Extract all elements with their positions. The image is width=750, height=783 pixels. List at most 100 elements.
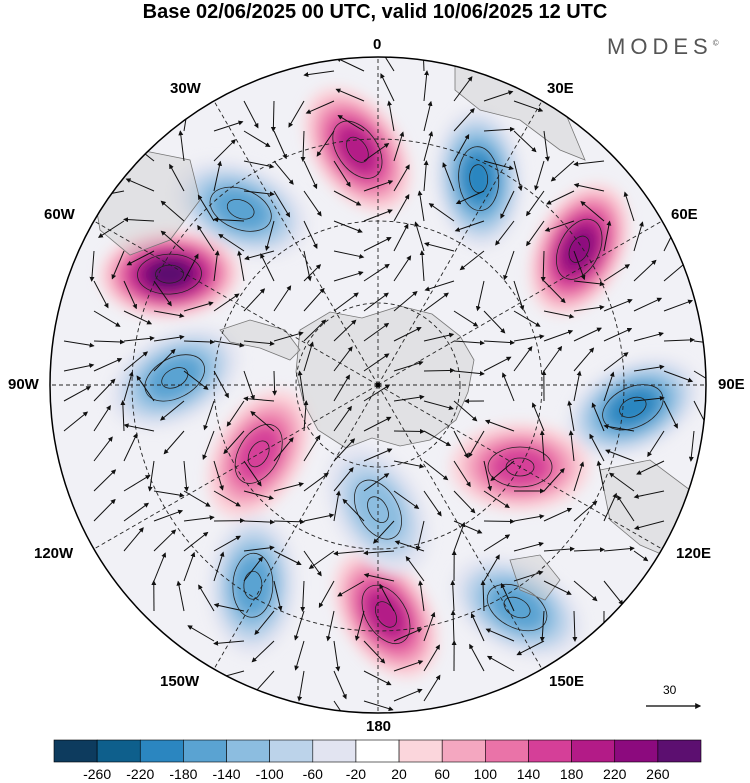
wind-arrow — [243, 460, 262, 487]
wind-arrow — [63, 411, 89, 432]
wind-arrow — [363, 700, 394, 712]
wind-arrow — [483, 356, 512, 372]
latitude-circle — [295, 302, 461, 468]
wind-arrow — [475, 280, 485, 312]
wind-arrow — [153, 348, 176, 372]
wind-arrow — [423, 100, 433, 132]
wind-vectors — [63, 57, 706, 713]
wind-arrow — [428, 203, 455, 222]
colorbar-swatch — [571, 739, 616, 763]
wind-arrow — [543, 130, 550, 162]
wind-arrow — [363, 353, 390, 372]
wind-arrow — [123, 432, 138, 462]
wind-arrow — [393, 360, 424, 372]
wind-arrow — [123, 217, 155, 223]
wind-arrow — [539, 610, 545, 642]
anomaly-contour — [233, 555, 273, 615]
wind-arrow — [424, 280, 455, 292]
colorbar-tick-label: 140 — [516, 766, 541, 782]
wind-arrow — [226, 400, 245, 427]
wind-arrow — [616, 495, 635, 522]
isoline — [458, 146, 500, 211]
wind-arrow — [543, 546, 575, 552]
modes-logo: MODES© — [607, 34, 719, 60]
wind-arrow — [223, 430, 245, 455]
wind-arrow — [213, 250, 220, 282]
wind-arrow — [453, 520, 483, 534]
wind-arrow — [213, 603, 245, 612]
wind-arrow — [93, 498, 116, 522]
wind-arrow — [363, 237, 392, 252]
wind-arrow — [270, 100, 276, 132]
wind-arrow — [202, 430, 215, 460]
colorbar-swatch — [226, 739, 270, 763]
wind-arrow — [273, 130, 287, 160]
wind-arrow — [93, 310, 121, 327]
wind-arrow — [333, 220, 363, 233]
wind-arrow — [483, 340, 515, 346]
wind-arrow — [153, 334, 185, 342]
wind-arrow — [603, 298, 633, 312]
wind-arrow — [303, 319, 327, 342]
wind-arrow — [237, 250, 245, 282]
wind-arrow — [294, 640, 305, 671]
wind-arrow — [93, 405, 111, 432]
wind-arrow — [486, 655, 515, 672]
wind-arrow — [591, 402, 605, 432]
wind-arrow — [363, 292, 389, 312]
wind-arrow — [483, 160, 514, 171]
wind-arrow — [63, 386, 92, 402]
colorbar-swatch — [183, 739, 227, 763]
wind-arrow — [543, 580, 572, 595]
wind-arrow — [453, 107, 475, 132]
wind-arrow — [93, 280, 109, 309]
wind-arrow — [305, 100, 335, 114]
wind-arrow — [596, 460, 605, 492]
wind-arrow — [500, 190, 515, 219]
wind-arrow — [243, 556, 264, 582]
wind-arrow — [333, 160, 351, 188]
colorbar-swatch — [485, 739, 529, 763]
wind-arrow — [483, 90, 514, 102]
wind-arrow — [419, 250, 425, 282]
wind-arrow — [303, 70, 335, 78]
wind-arrow — [633, 550, 649, 562]
wind-arrow — [93, 469, 117, 492]
anomaly-contour — [148, 260, 191, 289]
wind-arrow — [333, 346, 353, 372]
wind-arrow — [516, 640, 545, 656]
wind-arrow — [297, 370, 305, 402]
wind-arrow — [123, 527, 144, 552]
wind-arrow — [633, 331, 664, 342]
wind-arrow — [153, 490, 185, 498]
wind-arrow — [393, 290, 418, 312]
wind-arrow — [693, 370, 706, 388]
wind-arrow — [363, 640, 386, 664]
wind-arrow — [418, 580, 425, 612]
lon-label-60w: 60W — [44, 206, 75, 223]
wind-arrow — [243, 490, 275, 500]
wind-arrow — [243, 100, 259, 129]
wind-arrow — [303, 472, 329, 492]
lon-label-0: 0 — [373, 36, 382, 53]
wind-arrow — [169, 163, 185, 192]
lon-label-90w: 90W — [8, 376, 39, 393]
wind-arrow — [203, 400, 215, 431]
wind-arrow — [633, 297, 663, 312]
wind-arrow — [633, 490, 665, 499]
wind-arrow — [573, 370, 582, 402]
wind-arrow — [303, 220, 318, 249]
wind-arrow — [333, 405, 352, 432]
wind-arrow — [663, 337, 695, 343]
map-title: Base 02/06/2025 00 UTC, valid 10/06/2025… — [142, 1, 608, 23]
wind-arrow — [373, 520, 395, 544]
isoline — [155, 264, 184, 284]
graticule — [50, 57, 706, 713]
isoline — [346, 136, 369, 163]
isoline — [209, 186, 272, 232]
meridian-line — [213, 384, 379, 670]
wind-arrow — [273, 285, 292, 312]
wind-arrow — [454, 220, 485, 232]
wind-arrow — [573, 347, 595, 372]
wind-arrow — [603, 371, 615, 402]
